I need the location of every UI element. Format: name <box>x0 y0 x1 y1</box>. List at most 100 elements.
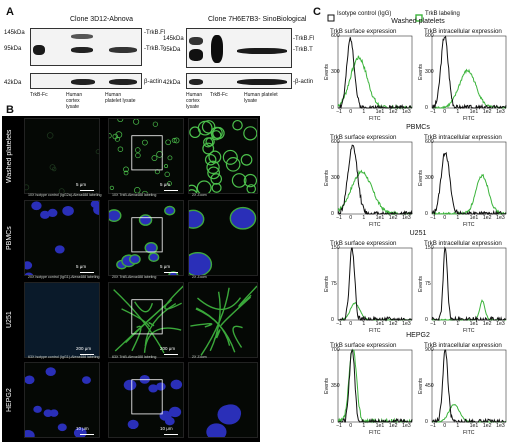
scale-bar <box>164 272 178 273</box>
flow-row-label: PBMCs <box>406 124 430 131</box>
blot-left-trkb <box>30 28 142 66</box>
scale-bar-label: 5 μm <box>160 264 171 269</box>
micrograph <box>24 118 100 194</box>
blot-left-band-t: -TrkB.T <box>144 46 164 52</box>
y-tick-label: 300 <box>425 175 434 181</box>
flow-histogram <box>337 35 413 110</box>
histogram-title: TrkB intracellular expression <box>424 28 502 35</box>
blot-left-band-actin: β-actin <box>144 79 163 85</box>
scale-bar <box>80 190 94 191</box>
micrograph <box>188 200 258 276</box>
blot-left-lane3: Human platelet lysate <box>105 92 136 104</box>
micro-row-label: U251 <box>6 311 13 329</box>
x-tick-label: 1e3 <box>402 321 411 327</box>
flow-histogram <box>431 141 507 216</box>
flow-row-label: HEPG2 <box>406 332 430 339</box>
micrograph <box>108 200 184 276</box>
blot-left-lane1: TrkB-Fc <box>30 92 48 98</box>
x-tick-label: −1 <box>430 215 436 221</box>
histogram-y-label: Events <box>418 276 424 292</box>
flow-row-label: U251 <box>409 230 427 237</box>
x-tick-label: 1e2 <box>388 423 398 429</box>
y-tick-label: 150 <box>425 245 434 251</box>
scale-bar-label: 10 μm <box>76 426 89 431</box>
isotype-control-series <box>338 37 413 110</box>
isotype-control-series <box>431 151 507 216</box>
x-tick-label: 1 <box>362 321 366 327</box>
blot-right-lane2: TrkB-Fc <box>210 92 228 98</box>
blot-left-mw-95: 95kDa <box>4 46 22 52</box>
micro-caption: 63X TrkB-Alexa488 labeling <box>112 355 157 359</box>
blot-right-lane3: Human platelet lysate <box>244 92 278 104</box>
histogram-x-label: FITC <box>463 222 475 228</box>
x-tick-label: 1e1 <box>375 109 385 115</box>
blot-left-title: Clone 3D12-Abnova <box>70 16 134 23</box>
y-tick-label: 0 <box>331 419 334 425</box>
isotype-control-series <box>338 348 413 424</box>
y-tick-label: 600 <box>331 139 340 145</box>
scale-bar <box>164 354 178 355</box>
legend-isotype-label: Isotype control (IgG) <box>337 11 392 17</box>
flow-histogram <box>337 141 413 216</box>
x-tick-label: −1 <box>336 321 342 327</box>
x-tick-label: 1e1 <box>469 321 479 327</box>
micrograph <box>108 362 184 438</box>
panel-c-letter: C <box>313 6 321 18</box>
micro-caption: 20X TrkB-Alexa488 labeling <box>112 275 157 279</box>
legend-trkb-label: TrkB labeling <box>425 11 460 17</box>
histogram-title: TrkB surface expression <box>330 134 397 141</box>
legend-isotype-swatch <box>327 14 335 22</box>
x-tick-label: 1e3 <box>402 109 411 115</box>
blot-left-mw-145: 145kDa <box>4 30 25 36</box>
blot-right-actin <box>186 73 292 89</box>
x-tick-label: 1e3 <box>496 215 505 221</box>
histogram-x-label: FITC <box>369 116 381 122</box>
x-tick-label: 0 <box>349 423 353 429</box>
x-tick-label: 1 <box>456 321 460 327</box>
y-tick-label: 300 <box>425 69 434 75</box>
micro-caption: 20X Isotype control (IgG1)-Alexa488 labe… <box>28 275 100 279</box>
micro-row-label: Washed platelets <box>6 129 13 183</box>
histogram-x-label: FITC <box>463 116 475 122</box>
x-tick-label: 1e1 <box>375 215 385 221</box>
x-tick-label: 1e2 <box>482 423 492 429</box>
x-tick-label: 1 <box>456 215 460 221</box>
histogram-frame <box>337 35 413 109</box>
histogram-x-label: FITC <box>369 328 381 334</box>
blot-right-title: Clone 7H6E7B3- SinoBiological <box>208 16 307 23</box>
blot-right-band-fl: -TrkB.Fl <box>293 36 315 42</box>
x-tick-label: 1 <box>456 109 460 115</box>
micro-caption: 63X Isotype control (IgG1)-Alexa488 labe… <box>28 355 100 359</box>
micrograph <box>24 282 100 358</box>
histogram-title: TrkB intracellular expression <box>424 240 502 247</box>
y-tick-label: 0 <box>331 105 334 111</box>
scale-bar-label: 5 μm <box>160 182 171 187</box>
histogram-y-label: Events <box>324 64 330 80</box>
blot-left-mw-42: 42kDa <box>4 80 22 86</box>
histogram-frame <box>337 141 413 215</box>
x-tick-label: 1e3 <box>496 423 505 429</box>
x-tick-label: 1e1 <box>375 423 385 429</box>
y-tick-label: 0 <box>425 419 428 425</box>
x-tick-label: 1e3 <box>496 109 505 115</box>
x-tick-label: 0 <box>443 423 447 429</box>
y-tick-label: 450 <box>425 383 434 389</box>
y-tick-label: 350 <box>331 383 340 389</box>
flow-histogram <box>431 35 507 110</box>
legend-trkb-swatch <box>415 14 423 22</box>
histogram-title: TrkB surface expression <box>330 28 397 35</box>
x-tick-label: 1e2 <box>482 109 492 115</box>
micrograph <box>108 118 184 194</box>
x-tick-label: 1e2 <box>482 321 492 327</box>
histogram-title: TrkB intracellular expression <box>424 134 502 141</box>
scale-bar <box>80 434 94 435</box>
y-tick-label: 75 <box>331 281 337 287</box>
micrograph <box>188 282 258 358</box>
histogram-y-label: Events <box>418 64 424 80</box>
y-tick-label: 0 <box>425 317 428 323</box>
y-tick-label: 300 <box>331 69 340 75</box>
micro-row-label: PBMCs <box>6 226 13 250</box>
blot-left-actin <box>30 73 142 89</box>
histogram-x-label: FITC <box>463 328 475 334</box>
histogram-y-label: Events <box>324 170 330 186</box>
